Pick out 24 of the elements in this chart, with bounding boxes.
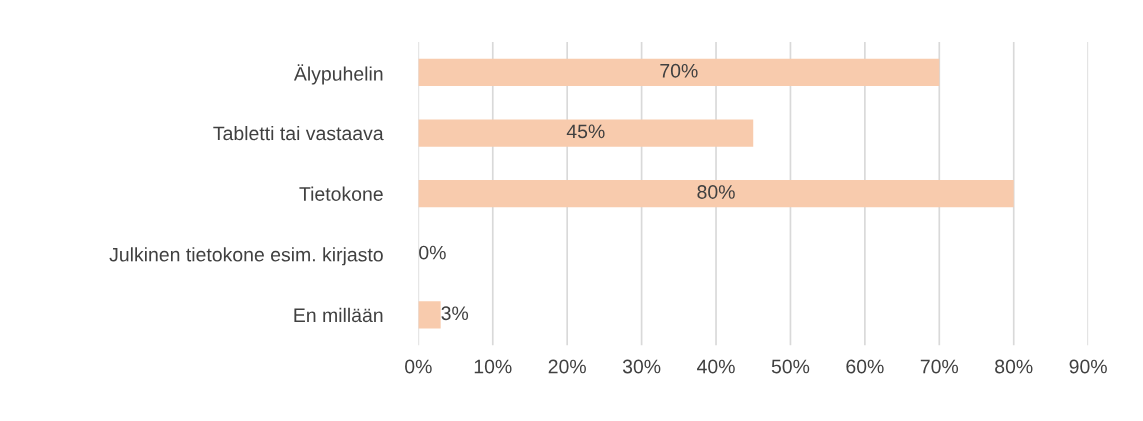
x-tick-label: 40%	[697, 359, 735, 374]
x-tick-label: 0%	[405, 359, 432, 374]
data-label: 0%	[419, 245, 446, 260]
data-label: 70%	[660, 63, 698, 78]
data-label: 3%	[441, 306, 469, 321]
bar	[418, 119, 754, 147]
y-tick-label: Tabletti tai vastaava	[213, 125, 384, 141]
y-tick-label: Tietokone	[299, 186, 383, 201]
x-tick-label: 60%	[846, 359, 884, 374]
x-tick-label: 20%	[548, 359, 586, 374]
x-tick-label: 30%	[622, 359, 661, 374]
bar	[418, 180, 1014, 208]
y-tick-label: En millään	[294, 307, 383, 323]
x-tick-label: 50%	[771, 359, 810, 374]
x-tick-label: 70%	[920, 359, 959, 374]
bar	[418, 301, 441, 329]
x-tick-label: 10%	[474, 359, 512, 374]
data-label: 80%	[697, 185, 735, 199]
x-tick-label: 80%	[995, 359, 1033, 374]
y-tick-label: Julkinen tietokone esim. kirjasto	[109, 247, 383, 266]
x-tick-label: 90%	[1069, 359, 1107, 374]
data-label: 45%	[566, 124, 605, 139]
bar	[418, 58, 940, 87]
y-tick-label: Älypuhelin	[293, 64, 383, 85]
